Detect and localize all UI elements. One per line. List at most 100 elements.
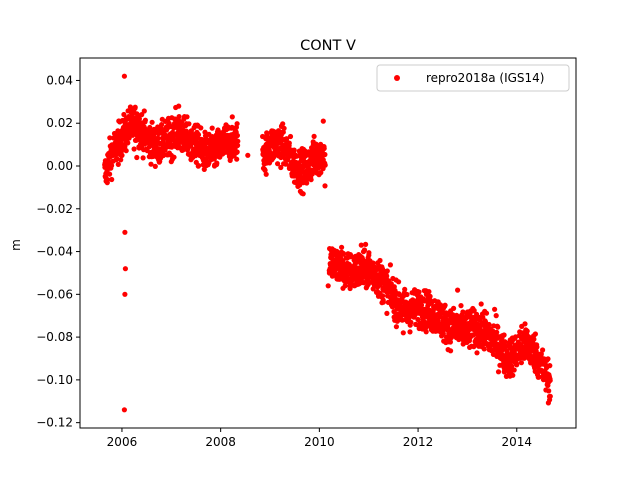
data-point — [407, 329, 413, 335]
data-point — [132, 104, 138, 110]
data-point — [339, 244, 345, 250]
data-point — [447, 339, 453, 345]
data-point — [109, 162, 115, 169]
data-point — [363, 241, 369, 247]
data-point — [104, 177, 111, 183]
data-point — [423, 329, 429, 335]
data-point — [115, 161, 121, 167]
data-point — [514, 362, 520, 368]
data-point — [426, 289, 432, 295]
data-point — [131, 146, 137, 152]
data-point — [540, 347, 546, 353]
data-point — [152, 163, 158, 169]
data-point — [148, 161, 154, 167]
data-point — [402, 286, 408, 292]
data-point — [380, 299, 386, 305]
data-point — [125, 140, 131, 146]
data-point — [119, 152, 125, 158]
data-point — [448, 348, 454, 354]
data-point — [415, 316, 421, 323]
y-tick-label: −0.06 — [36, 287, 73, 301]
data-point — [198, 125, 204, 131]
legend-frame — [376, 64, 570, 92]
data-point — [275, 161, 281, 167]
data-point — [168, 159, 174, 165]
data-point — [348, 253, 354, 260]
data-point — [107, 135, 113, 141]
data-point — [524, 328, 530, 334]
data-point — [122, 291, 128, 297]
data-point — [278, 164, 284, 171]
y-tick-label: −0.10 — [36, 373, 73, 387]
data-point — [286, 140, 292, 146]
data-point — [416, 289, 422, 295]
data-point — [478, 301, 484, 307]
data-point — [481, 346, 487, 352]
data-point — [186, 121, 192, 127]
data-point — [495, 369, 502, 375]
data-point — [209, 125, 215, 131]
data-point — [121, 407, 127, 413]
data-point — [234, 121, 240, 127]
data-point — [534, 344, 540, 350]
data-point — [342, 283, 348, 289]
data-point — [399, 317, 405, 323]
x-tick-label: 2010 — [304, 435, 335, 449]
data-point — [400, 330, 406, 336]
data-point — [140, 155, 146, 161]
data-point — [396, 279, 402, 285]
x-tick-label: 2012 — [403, 435, 434, 449]
data-point — [387, 262, 393, 268]
data-point — [109, 176, 115, 183]
data-point — [460, 309, 466, 315]
data-point — [546, 388, 552, 394]
data-point — [480, 314, 486, 320]
chart-title: CONT V — [300, 38, 356, 54]
data-point — [547, 393, 553, 399]
data-point — [340, 251, 347, 257]
x-tick-label: 2008 — [205, 435, 236, 449]
data-point — [141, 108, 147, 114]
data-point — [380, 293, 386, 299]
data-point — [492, 306, 498, 312]
data-point — [451, 305, 457, 311]
x-tick-label: 2014 — [502, 435, 533, 449]
data-point — [532, 331, 539, 337]
data-point — [196, 163, 202, 169]
data-point — [234, 132, 240, 139]
data-point — [262, 167, 268, 173]
data-point — [486, 321, 492, 328]
data-point — [547, 377, 553, 383]
data-point — [322, 151, 328, 158]
data-point — [287, 133, 294, 140]
data-point — [493, 313, 499, 319]
data-point — [121, 111, 127, 118]
data-point — [118, 157, 124, 163]
data-point — [510, 372, 516, 378]
data-point — [311, 133, 317, 139]
data-point — [123, 148, 129, 154]
data-point — [511, 353, 517, 359]
data-point — [404, 291, 410, 298]
data-point — [519, 323, 525, 329]
data-point — [122, 266, 128, 272]
data-point — [380, 268, 387, 274]
data-point — [536, 374, 542, 380]
data-point — [139, 112, 145, 118]
data-point — [229, 114, 235, 120]
data-point — [456, 336, 462, 343]
data-point — [201, 166, 207, 172]
data-point — [377, 257, 383, 264]
data-point — [284, 136, 290, 142]
data-point — [321, 145, 327, 151]
data-point — [134, 154, 140, 161]
data-point — [245, 152, 251, 158]
data-point — [195, 132, 202, 138]
data-points — [102, 73, 553, 413]
y-tick-label: −0.08 — [36, 330, 73, 344]
data-point — [142, 117, 148, 123]
legend-marker — [394, 75, 400, 81]
data-point — [482, 308, 488, 314]
data-point — [322, 183, 328, 189]
data-point — [320, 118, 326, 124]
